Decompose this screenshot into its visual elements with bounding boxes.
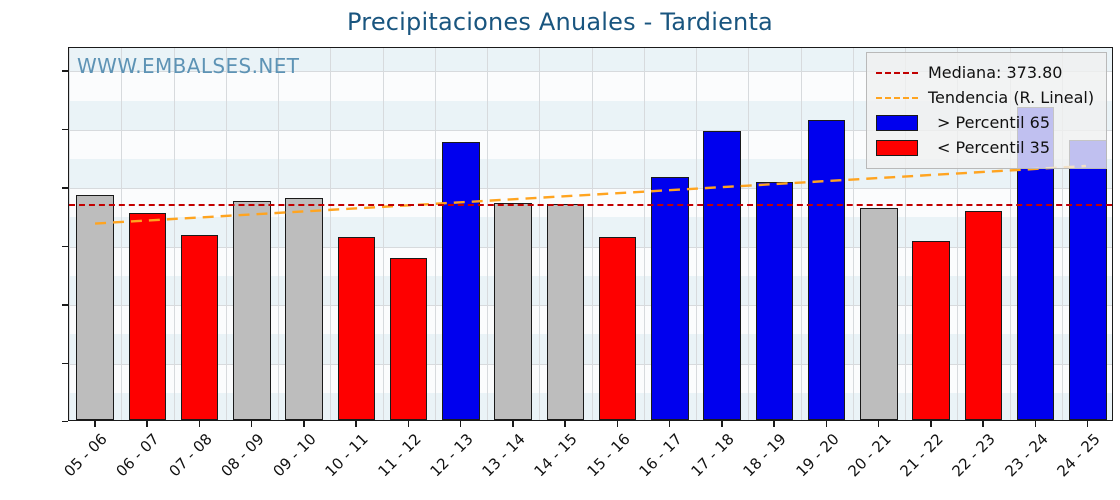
trend-line bbox=[95, 164, 1086, 225]
gridline-vertical bbox=[591, 48, 593, 420]
x-tick-mark bbox=[1086, 421, 1089, 427]
gridline-vertical bbox=[539, 48, 541, 420]
x-tick-mark bbox=[512, 421, 514, 427]
bar-05-06[interactable] bbox=[76, 195, 114, 420]
gridline-vertical bbox=[643, 48, 645, 420]
gridline-vertical bbox=[696, 48, 697, 420]
gridline-horizontal bbox=[69, 129, 1112, 131]
gridline-vertical bbox=[69, 48, 70, 420]
gridline-vertical bbox=[225, 48, 227, 420]
gridline-vertical bbox=[852, 48, 854, 420]
x-tick-mark bbox=[982, 421, 984, 427]
background-band bbox=[69, 48, 1112, 72]
x-tick-mark bbox=[407, 421, 410, 427]
dashed-line-red-icon bbox=[876, 71, 918, 74]
x-tick-mark bbox=[1034, 421, 1037, 427]
x-tick-mark bbox=[146, 421, 148, 427]
x-tick-mark bbox=[825, 421, 828, 427]
x-tick-mark bbox=[773, 421, 775, 427]
bar-21-22[interactable] bbox=[912, 241, 950, 420]
gridline-horizontal bbox=[69, 188, 1112, 190]
gridline-vertical bbox=[1009, 48, 1011, 420]
gridline-vertical bbox=[278, 48, 279, 420]
bar-13-14[interactable] bbox=[494, 203, 532, 420]
bar-20-21[interactable] bbox=[860, 208, 898, 420]
gridline-vertical bbox=[957, 48, 959, 420]
legend-item-median: Mediana: 373.80 bbox=[876, 60, 1097, 85]
gridline-vertical bbox=[173, 48, 175, 420]
bar-06-07[interactable] bbox=[128, 212, 167, 420]
blue-swatch-icon bbox=[876, 114, 918, 131]
legend-item-above-p65: > Percentil 65 bbox=[876, 110, 1097, 135]
bar-series bbox=[69, 48, 1112, 420]
x-tick-mark bbox=[250, 421, 253, 427]
chart-title: Precipitaciones Anuales - Tardienta bbox=[347, 8, 773, 36]
bar-09-10[interactable] bbox=[285, 197, 323, 420]
gridline-horizontal bbox=[69, 71, 1112, 73]
bar-24-25[interactable] bbox=[1069, 139, 1107, 420]
y-tick-mark bbox=[62, 421, 68, 423]
gridline-vertical bbox=[434, 48, 436, 420]
y-tick-mark bbox=[62, 245, 68, 248]
gridline-vertical bbox=[330, 48, 332, 420]
bar-07-08[interactable] bbox=[180, 235, 219, 420]
bar-15-16[interactable] bbox=[598, 237, 637, 420]
y-tick-mark bbox=[62, 304, 68, 306]
gridline-vertical bbox=[905, 48, 906, 420]
gridline-horizontal bbox=[69, 305, 1112, 307]
bar-14-15[interactable] bbox=[546, 203, 585, 420]
legend[interactable]: Mediana: 373.80 Tendencia (R. Lineal) > … bbox=[866, 52, 1107, 169]
gridline-horizontal bbox=[69, 363, 1112, 365]
gridline-vertical bbox=[748, 48, 750, 420]
gridline-vertical bbox=[382, 48, 384, 420]
dashed-line-orange-icon bbox=[876, 96, 918, 99]
x-tick-mark bbox=[721, 421, 723, 427]
x-tick-mark bbox=[303, 421, 305, 427]
x-tick-mark bbox=[930, 421, 932, 427]
bar-19-20[interactable] bbox=[807, 119, 846, 420]
gridline-vertical bbox=[1061, 48, 1063, 420]
x-tick-mark bbox=[877, 421, 880, 427]
x-tick-mark bbox=[616, 421, 619, 427]
x-tick-mark bbox=[668, 421, 671, 427]
x-tick-mark bbox=[198, 421, 201, 427]
x-tick-mark bbox=[564, 421, 566, 427]
bar-17-18[interactable] bbox=[703, 130, 741, 420]
legend-label-trend: Tendencia (R. Lineal) bbox=[928, 88, 1095, 107]
median-line bbox=[69, 203, 1112, 206]
x-tick-mark bbox=[355, 421, 357, 427]
bar-10-11[interactable] bbox=[337, 237, 376, 420]
legend-label-below-p35: < Percentil 35 bbox=[937, 138, 1051, 157]
bar-18-19[interactable] bbox=[755, 181, 794, 420]
legend-item-trend: Tendencia (R. Lineal) bbox=[876, 85, 1097, 110]
bar-12-13[interactable] bbox=[442, 142, 480, 420]
y-tick-mark bbox=[62, 70, 68, 72]
trend-line-path bbox=[95, 164, 1086, 225]
y-tick-mark bbox=[62, 362, 68, 364]
gridline-horizontal bbox=[69, 246, 1112, 248]
legend-label-above-p65: > Percentil 65 bbox=[937, 113, 1051, 132]
legend-label-median: Mediana: 373.80 bbox=[928, 63, 1063, 82]
y-tick-mark bbox=[62, 128, 68, 131]
gridline-vertical bbox=[800, 48, 802, 420]
bar-16-17[interactable] bbox=[651, 176, 689, 420]
legend-item-below-p35: < Percentil 35 bbox=[876, 135, 1097, 160]
bar-08-09[interactable] bbox=[233, 200, 271, 420]
bar-22-23[interactable] bbox=[964, 210, 1003, 420]
red-swatch-icon bbox=[876, 139, 918, 156]
y-tick-mark bbox=[62, 187, 68, 189]
x-tick-mark bbox=[94, 421, 96, 427]
gridline-vertical bbox=[121, 48, 123, 420]
gridline-vertical bbox=[487, 48, 488, 420]
x-tick-mark bbox=[459, 421, 462, 427]
bar-11-12[interactable] bbox=[389, 258, 428, 420]
